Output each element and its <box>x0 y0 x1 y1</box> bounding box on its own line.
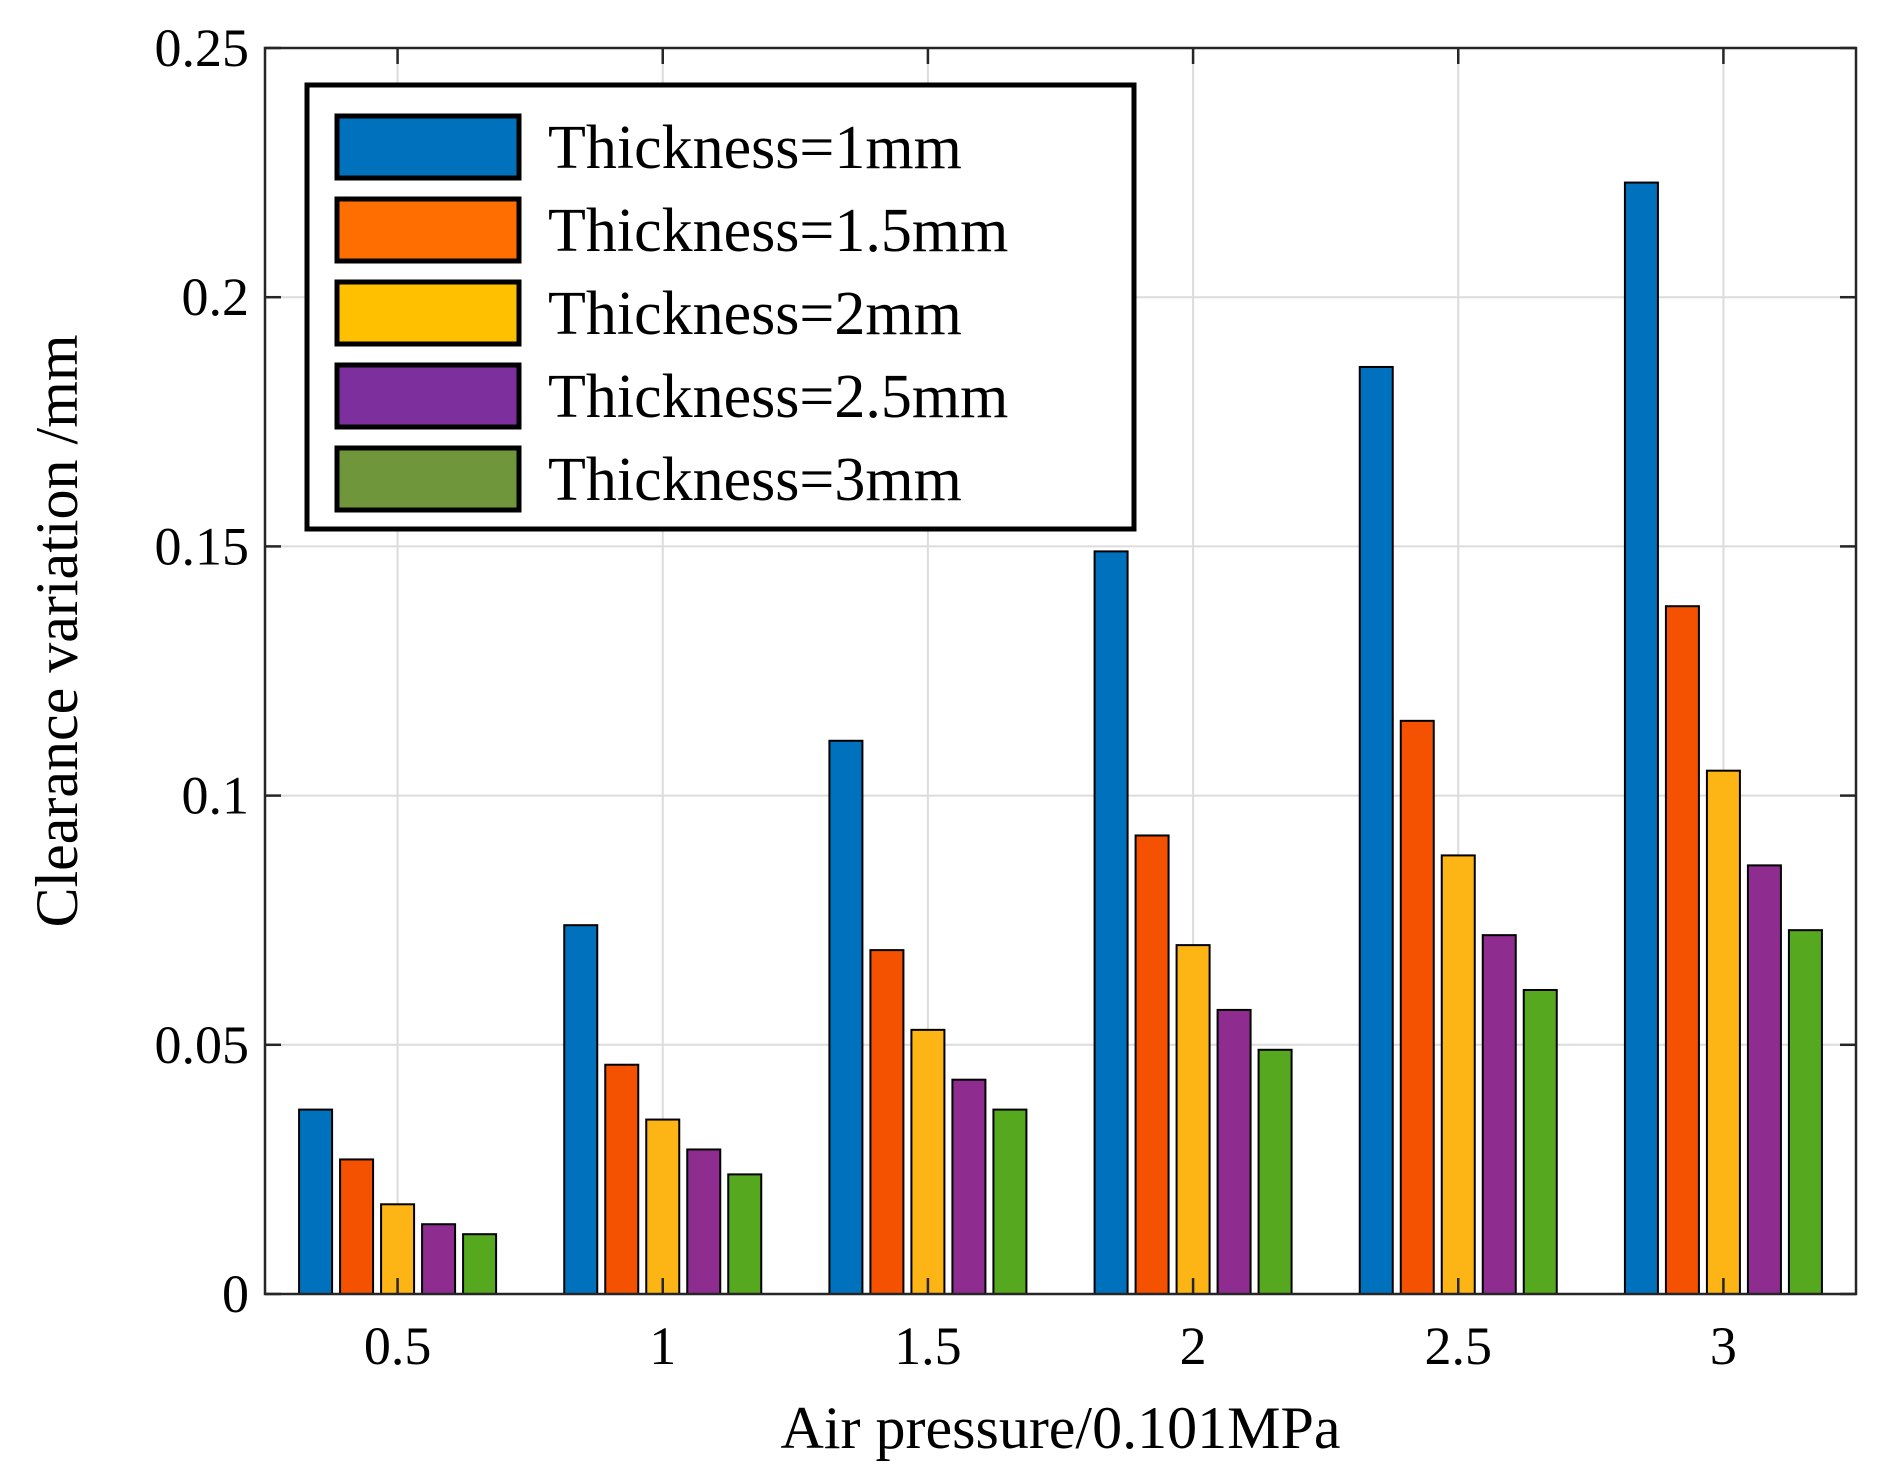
bar <box>1175 944 1211 1295</box>
bar <box>1093 550 1129 1295</box>
plot-frame <box>263 46 1858 1296</box>
axis-ticks <box>265 46 1856 1296</box>
legend-swatch <box>334 279 522 347</box>
bar <box>951 1078 987 1295</box>
legend-swatch <box>334 196 522 264</box>
x-tick-label: 2.5 <box>1425 1316 1493 1376</box>
legend-label: Thickness=1.5mm <box>548 197 1008 265</box>
y-axis-label: Clearance variation /mm <box>24 334 90 927</box>
bar <box>1746 864 1782 1295</box>
x-tick-label: 1 <box>649 1316 676 1376</box>
y-tick-labels: 0 0.05 0.1 0.15 0.2 0.25 <box>155 18 250 1324</box>
x-axis-label: Air pressure/0.101MPa <box>781 1395 1341 1461</box>
bar <box>645 1118 681 1296</box>
legend-label: Thickness=1mm <box>548 114 962 182</box>
bar <box>727 1173 763 1296</box>
legend-label: Thickness=2mm <box>548 280 962 348</box>
bar <box>1481 934 1517 1295</box>
bar <box>992 1108 1028 1296</box>
x-tick-labels: 0.5 1 1.5 2 2.5 3 <box>364 1316 1737 1376</box>
y-tick-label: 0.05 <box>155 1015 250 1075</box>
bar <box>421 1223 457 1295</box>
bar <box>339 1158 375 1295</box>
bar <box>686 1148 722 1295</box>
legend-label: Thickness=3mm <box>548 446 962 514</box>
y-tick-label: 0 <box>222 1264 249 1324</box>
y-tick-label: 0.1 <box>182 766 250 826</box>
legend-swatch <box>334 362 522 430</box>
bar <box>462 1233 498 1296</box>
bar <box>1664 605 1700 1295</box>
x-tick-label: 0.5 <box>364 1316 432 1376</box>
bar-marks <box>298 181 1823 1296</box>
legend-swatch <box>334 113 522 181</box>
bar <box>298 1108 334 1296</box>
legend-label: Thickness=2.5mm <box>548 363 1008 431</box>
bar <box>910 1028 946 1296</box>
bar <box>1787 929 1823 1296</box>
bar <box>1216 1008 1252 1295</box>
legend: Thickness=1mm Thickness=1.5mm Thickness=2m… <box>304 82 1137 532</box>
y-tick-label: 0.2 <box>182 267 250 327</box>
y-tick-label: 0.25 <box>155 18 250 78</box>
bar <box>604 1063 640 1295</box>
legend-swatch <box>334 445 522 513</box>
bar <box>828 739 864 1295</box>
bar <box>869 949 905 1295</box>
bar <box>1705 769 1741 1295</box>
bar <box>1440 854 1476 1296</box>
bar <box>563 924 599 1296</box>
bar <box>1522 988 1558 1295</box>
bar <box>1257 1048 1293 1296</box>
bar <box>1358 365 1394 1295</box>
bar <box>1134 834 1170 1295</box>
x-tick-label: 2 <box>1180 1316 1207 1376</box>
bar <box>1623 181 1659 1295</box>
x-tick-label: 3 <box>1710 1316 1737 1376</box>
y-tick-label: 0.15 <box>155 516 250 576</box>
bar <box>1399 719 1435 1295</box>
x-tick-label: 1.5 <box>894 1316 962 1376</box>
